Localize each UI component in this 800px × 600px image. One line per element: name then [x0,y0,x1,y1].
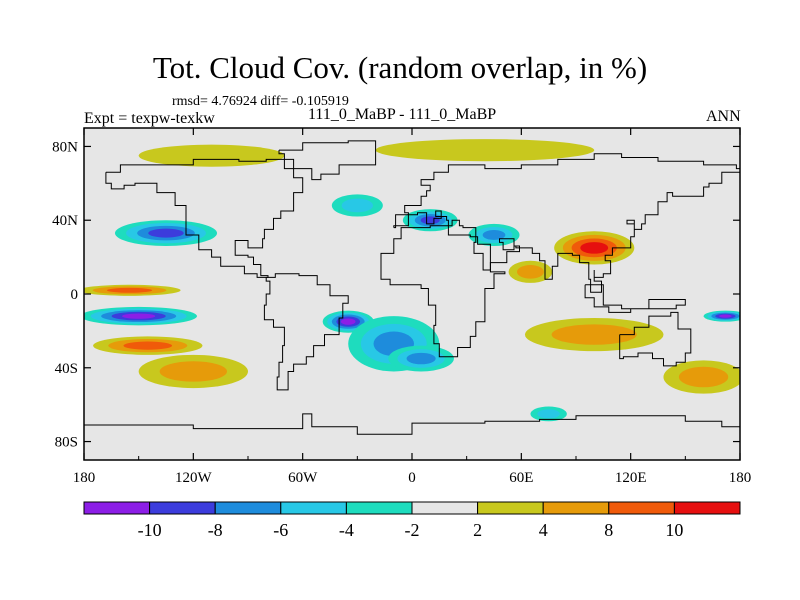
contour-south-america-decrease-4 [340,318,356,325]
colorbar-label-0: -10 [138,520,162,540]
y-tick-label-2: 0 [71,287,79,303]
contour-tropical-pacific-increase-north-2 [106,287,153,293]
coastlines [84,140,740,435]
colorbar-label-5: 2 [473,520,482,540]
colorbar-box-1 [149,501,216,515]
colorbar-label-4: -2 [405,520,420,540]
x-tick-label-3: 0 [408,470,416,486]
coastline-2 [278,140,377,181]
y-tick-label-3: 40S [55,361,78,377]
contour-north-atlantic-decrease-1 [341,198,374,213]
colorbar-label-6: 4 [539,520,548,540]
contour-arctic-increase-east-0 [375,139,595,162]
contour-africa-decrease-2 [406,352,436,365]
colorbar-box-7 [542,501,610,515]
x-tick-label-0: 180 [73,470,96,486]
contour-europe-decrease-3 [420,216,440,225]
contour-tropical-pacific-minimum-4 [122,313,156,319]
coastline-0 [105,158,304,278]
x-tick-label-2: 60W [288,470,318,486]
colorbar-box-4 [345,501,413,515]
x-tick-label-5: 120E [615,470,647,486]
colorbar-label-2: -6 [273,520,288,540]
contour-north-pacific-decrease-3 [148,228,184,238]
colorbar-box-5 [411,501,479,515]
rmsd-diff-stats: rmsd= 4.76924 diff= -0.105919 [172,94,349,109]
coastline-4 [393,153,740,293]
colorbar-box-3 [280,501,347,515]
contour-arabian-sea-increase-1 [516,265,544,279]
contour-arctic-increase-west-0 [138,144,285,167]
colorbar-box-9 [673,501,741,515]
colorbar-label-7: 8 [604,520,613,540]
period-label: 111_0_MaBP - 111_0_MaBP [308,106,497,123]
contour-southern-ocean-increase-1 [678,366,729,388]
field-layer [84,139,740,422]
colorbar-box-6 [477,501,544,515]
colorbar-box-0 [83,501,151,515]
colorbar-label-8: 10 [665,520,683,540]
x-tick-label-6: 180 [729,470,752,486]
contour-west-pacific-minimum-4 [719,314,732,318]
y-tick-label-4: 80S [55,435,78,451]
coastline-3 [380,225,506,358]
colorbar-box-8 [608,501,675,515]
y-tick-label-0: 80N [52,139,78,155]
plot-background [84,128,740,460]
contour-asia-increase-3 [580,242,609,254]
x-tick-label-1: 120W [175,470,213,486]
season-label: ANN [706,108,741,125]
coastline-5 [619,311,692,367]
coastline-1 [263,273,349,391]
contour-southeast-pacific-increase-1 [159,361,227,382]
x-tick-label-4: 60E [509,470,533,486]
contour-south-pacific-increase-2 [123,341,173,350]
contour-indian-ocean-increase-1 [551,324,637,345]
contour-antarctic-decrease-1 [537,409,560,419]
y-tick-label-1: 40N [52,213,78,229]
contour-central-asia-decrease-2 [482,230,506,240]
coastline-6 [84,413,740,435]
coastline-7 [584,284,686,313]
colorbar-label-1: -8 [208,520,223,540]
colorbar-label-3: -4 [339,520,354,540]
experiment-label: Expt = texpw-texkw [84,110,215,127]
colorbar-box-2 [214,501,282,515]
chart-title: Tot. Cloud Cov. (random overlap, in %) [152,50,648,85]
